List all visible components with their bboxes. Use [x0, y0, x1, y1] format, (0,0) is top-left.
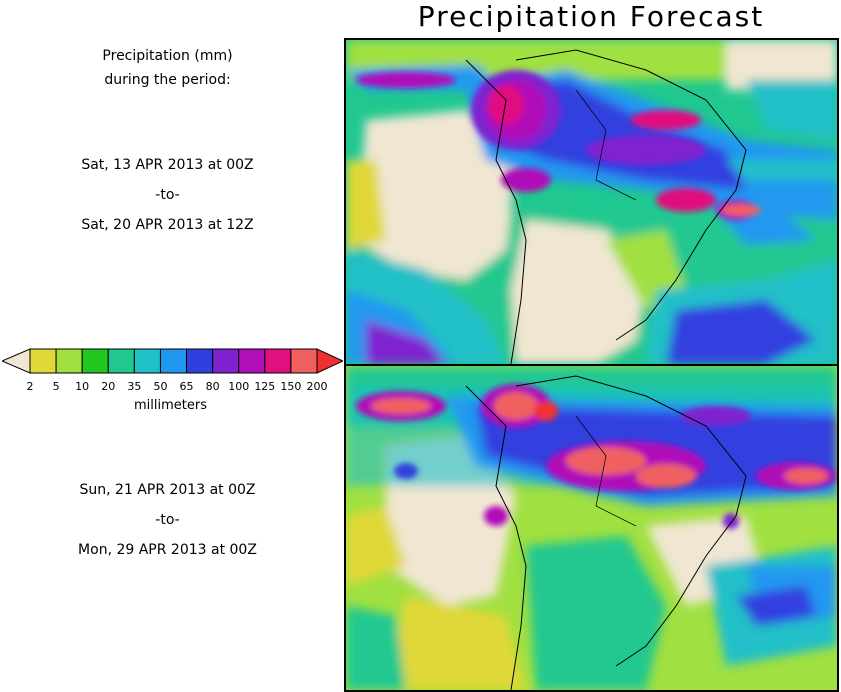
precip-map-2 — [346, 366, 837, 690]
period-1-label: Sat, 13 APR 2013 at 00Z -to- Sat, 20 APR… — [0, 150, 335, 240]
map-panel-period-1 — [344, 38, 839, 366]
precip-map-1 — [346, 40, 837, 364]
legend-swatch — [290, 348, 318, 374]
legend-tick-label: 200 — [306, 380, 328, 393]
legend-units: millimeters — [134, 398, 207, 413]
legend-swatch — [212, 348, 240, 374]
legend-swatch — [159, 348, 188, 374]
legend-tick-label: 80 — [205, 380, 220, 393]
legend-swatch — [55, 348, 83, 374]
legend-arrow-low — [2, 348, 31, 374]
legend-tick-labels: 2 5 10 20 35 50 65 80 100 125 150 200 — [0, 380, 341, 394]
legend-tick-label: 100 — [228, 380, 250, 393]
legend-swatch — [107, 348, 135, 374]
legend-swatch — [186, 348, 214, 374]
heading-line-2: during the period: — [104, 72, 231, 88]
period-2-start: Sun, 21 APR 2013 at 00Z — [79, 482, 256, 498]
page-title: Precipitation Forecast — [417, 0, 765, 33]
period-1-end: Sat, 20 APR 2013 at 12Z — [81, 217, 254, 233]
period-1-separator: -to- — [155, 187, 180, 203]
period-2-separator: -to- — [155, 512, 180, 528]
legend-tick-label: 125 — [254, 380, 276, 393]
legend-tick-label: 35 — [127, 380, 142, 393]
legend-swatch — [81, 348, 109, 374]
legend-swatch — [29, 348, 57, 374]
legend-tick-label: 2 — [26, 380, 34, 393]
legend-tick-label: 65 — [179, 380, 194, 393]
legend-tick-label: 10 — [75, 380, 90, 393]
legend-arrow-high — [316, 348, 343, 374]
legend-tick-label: 5 — [52, 380, 60, 393]
legend-swatch — [264, 348, 292, 374]
map-panel-period-2 — [344, 364, 839, 692]
period-2-end: Mon, 29 APR 2013 at 00Z — [78, 542, 257, 558]
legend-tick-label: 20 — [101, 380, 116, 393]
color-legend — [2, 348, 343, 374]
heading-line-1: Precipitation (mm) — [102, 48, 233, 64]
period-2-label: Sun, 21 APR 2013 at 00Z -to- Mon, 29 APR… — [0, 475, 335, 565]
legend-swatch — [133, 348, 161, 374]
precip-heading: Precipitation (mm) during the period: — [0, 44, 335, 92]
legend-tick-label: 50 — [153, 380, 168, 393]
legend-swatch — [238, 348, 266, 374]
legend-tick-label: 150 — [280, 380, 302, 393]
period-1-start: Sat, 13 APR 2013 at 00Z — [81, 157, 254, 173]
